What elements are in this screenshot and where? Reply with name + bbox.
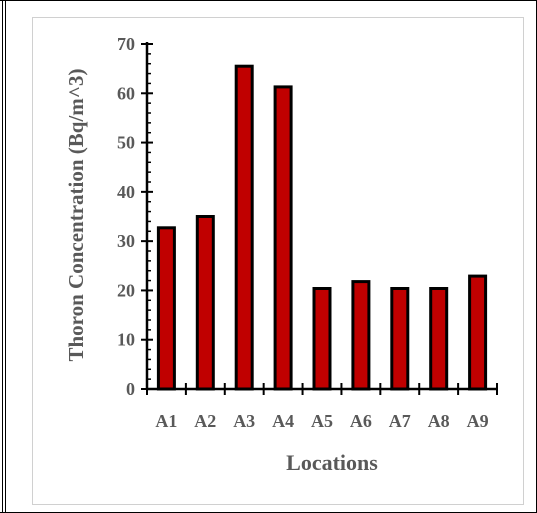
y-tick-label: 0 [126, 379, 135, 399]
labels-layer: 0 10 20 30 40 50 60 70 A1 A2 A3 A4 A5 A6 A7 A8 A9 [117, 34, 489, 431]
bar-a3 [234, 64, 254, 391]
x-tick-label-a2: A2 [194, 411, 216, 431]
axes-layer [141, 42, 498, 395]
bar-a9 [468, 274, 488, 391]
y-tick-label: 20 [117, 280, 135, 300]
page-border-top [0, 0, 537, 1]
y-tick-label: 40 [117, 182, 135, 202]
bar-a1 [156, 226, 176, 391]
x-tick-label-a7: A7 [389, 411, 411, 431]
bar-a2 [195, 215, 215, 391]
y-tick-label: 50 [117, 133, 135, 153]
x-tick-label-a6: A6 [350, 411, 372, 431]
bar-a4 [273, 85, 293, 391]
x-tick-label-a8: A8 [428, 411, 450, 431]
y-axis-title: Thoron Concentration (Bq/m^3) [64, 68, 88, 361]
page-border-left [2, 0, 3, 513]
bar-a5 [312, 287, 332, 391]
x-axis-title: Locations [286, 450, 378, 475]
x-tick-label-a4: A4 [272, 411, 294, 431]
y-tick-label: 70 [117, 34, 135, 54]
y-tick-label: 60 [117, 83, 135, 103]
bar-a6 [351, 280, 371, 391]
bar-a8 [429, 287, 449, 391]
bar-a7 [390, 287, 410, 391]
y-tick-label: 10 [117, 330, 135, 350]
bars-layer [156, 64, 488, 391]
x-tick-label-a9: A9 [467, 411, 489, 431]
page-border-left-inner [5, 0, 6, 513]
x-tick-label-a3: A3 [233, 411, 255, 431]
y-tick-label: 30 [117, 231, 135, 251]
x-tick-label-a5: A5 [311, 411, 333, 431]
x-tick-label-a1: A1 [155, 411, 177, 431]
